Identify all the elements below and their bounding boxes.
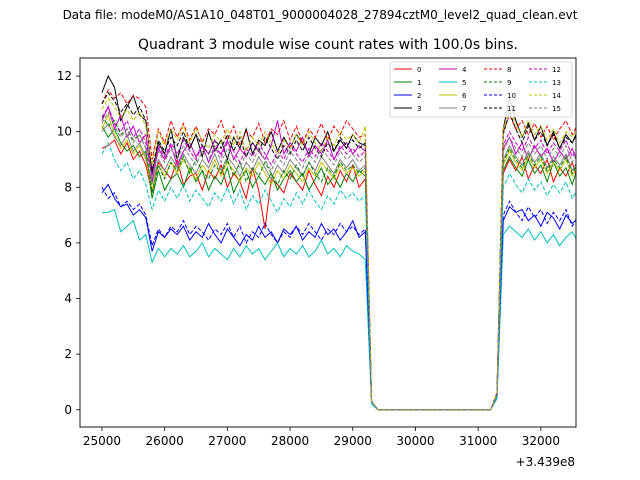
y-tick-label: 4 (64, 292, 72, 306)
series-line-9 (101, 114, 576, 411)
y-tick-label: 0 (64, 403, 72, 417)
series-line-14 (101, 97, 576, 411)
legend-label-11: 11 (507, 105, 516, 113)
axes-frame (79, 57, 577, 428)
y-tick-label: 10 (57, 125, 72, 139)
series-line-6 (101, 113, 576, 411)
series-line-15 (101, 111, 576, 411)
y-axis: 0 2 4 6 8 10 12 (57, 69, 80, 417)
x-tick-label: 26000 (146, 434, 184, 448)
legend-label-5: 5 (462, 79, 466, 87)
series-line-13 (101, 141, 576, 411)
legend-label-2: 2 (417, 92, 421, 100)
y-tick-label: 2 (64, 347, 72, 361)
legend-label-10: 10 (507, 92, 516, 100)
x-tick-label: 27000 (208, 434, 246, 448)
chart-title: Quadrant 3 module wise count rates with … (138, 37, 518, 53)
legend-label-14: 14 (552, 92, 561, 100)
series-line-12 (101, 105, 576, 411)
legend-label-1: 1 (417, 79, 421, 87)
x-axis: 25000 26000 27000 28000 29000 30000 31000 32000 (83, 427, 560, 448)
x-tick-label: 25000 (83, 434, 121, 448)
y-tick-label: 12 (57, 69, 72, 83)
legend-label-0: 0 (417, 66, 421, 74)
series-line-4 (101, 105, 576, 411)
legend-frame (389, 61, 573, 118)
series-line-10 (101, 187, 576, 411)
series-line-5 (101, 208, 576, 411)
legend-label-9: 9 (507, 79, 511, 87)
legend-label-13: 13 (552, 79, 561, 87)
x-tick-label: 28000 (271, 434, 309, 448)
legend-label-7: 7 (462, 105, 466, 113)
x-tick-label: 29000 (334, 434, 372, 448)
legend-label-6: 6 (462, 92, 467, 100)
legend-label-12: 12 (552, 66, 561, 74)
x-tick-label: 32000 (522, 434, 560, 448)
legend-label-15: 15 (552, 105, 561, 113)
legend-label-8: 8 (507, 66, 511, 74)
x-tick-label: 31000 (459, 434, 497, 448)
legend-label-3: 3 (417, 105, 421, 113)
suptitle: Data file: modeM0/AS1A10_048T01_90000040… (63, 8, 578, 22)
y-tick-label: 8 (64, 180, 72, 194)
x-tick-label: 30000 (396, 434, 434, 448)
y-tick-label: 6 (64, 236, 72, 250)
legend-label-4: 4 (462, 66, 467, 74)
plot-area (101, 74, 576, 411)
series-line-8 (101, 89, 576, 411)
series-line-11 (101, 91, 576, 411)
series-line-7 (101, 122, 576, 411)
x-offset-label: +3.439e8 (516, 455, 575, 469)
